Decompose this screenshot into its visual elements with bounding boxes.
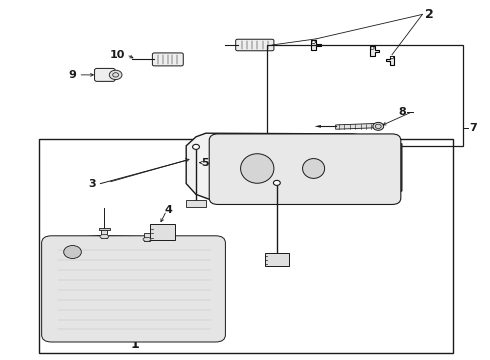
FancyBboxPatch shape bbox=[152, 53, 183, 66]
Text: 6: 6 bbox=[289, 178, 297, 188]
Text: 4: 4 bbox=[164, 204, 172, 215]
Polygon shape bbox=[370, 46, 379, 56]
Polygon shape bbox=[101, 229, 107, 238]
Text: 2: 2 bbox=[425, 8, 434, 21]
Bar bbox=[39, 139, 453, 353]
Polygon shape bbox=[386, 56, 394, 65]
Text: 7: 7 bbox=[469, 123, 477, 133]
Polygon shape bbox=[44, 236, 223, 338]
Polygon shape bbox=[99, 228, 110, 230]
Circle shape bbox=[193, 144, 199, 149]
FancyBboxPatch shape bbox=[236, 39, 274, 51]
Polygon shape bbox=[311, 40, 320, 50]
FancyBboxPatch shape bbox=[150, 224, 175, 240]
FancyBboxPatch shape bbox=[265, 253, 289, 266]
Text: 8: 8 bbox=[398, 107, 406, 117]
Text: 10: 10 bbox=[110, 50, 125, 60]
Ellipse shape bbox=[241, 154, 274, 183]
FancyBboxPatch shape bbox=[186, 200, 206, 207]
Bar bbox=[267, 45, 463, 146]
Ellipse shape bbox=[143, 238, 151, 242]
Ellipse shape bbox=[100, 234, 109, 239]
Ellipse shape bbox=[373, 122, 384, 130]
Circle shape bbox=[109, 70, 122, 80]
Circle shape bbox=[273, 180, 280, 185]
Polygon shape bbox=[186, 133, 402, 203]
Circle shape bbox=[312, 41, 316, 44]
Circle shape bbox=[370, 47, 374, 49]
Text: 5: 5 bbox=[201, 158, 209, 168]
Circle shape bbox=[391, 56, 393, 59]
Polygon shape bbox=[144, 233, 150, 241]
Polygon shape bbox=[315, 125, 321, 128]
Circle shape bbox=[64, 246, 81, 258]
FancyBboxPatch shape bbox=[209, 134, 401, 204]
FancyBboxPatch shape bbox=[42, 236, 225, 342]
Text: 1: 1 bbox=[130, 338, 139, 351]
Text: 9: 9 bbox=[68, 70, 76, 80]
Text: 3: 3 bbox=[88, 179, 96, 189]
Polygon shape bbox=[336, 123, 375, 129]
FancyBboxPatch shape bbox=[95, 68, 115, 81]
Ellipse shape bbox=[303, 158, 324, 179]
